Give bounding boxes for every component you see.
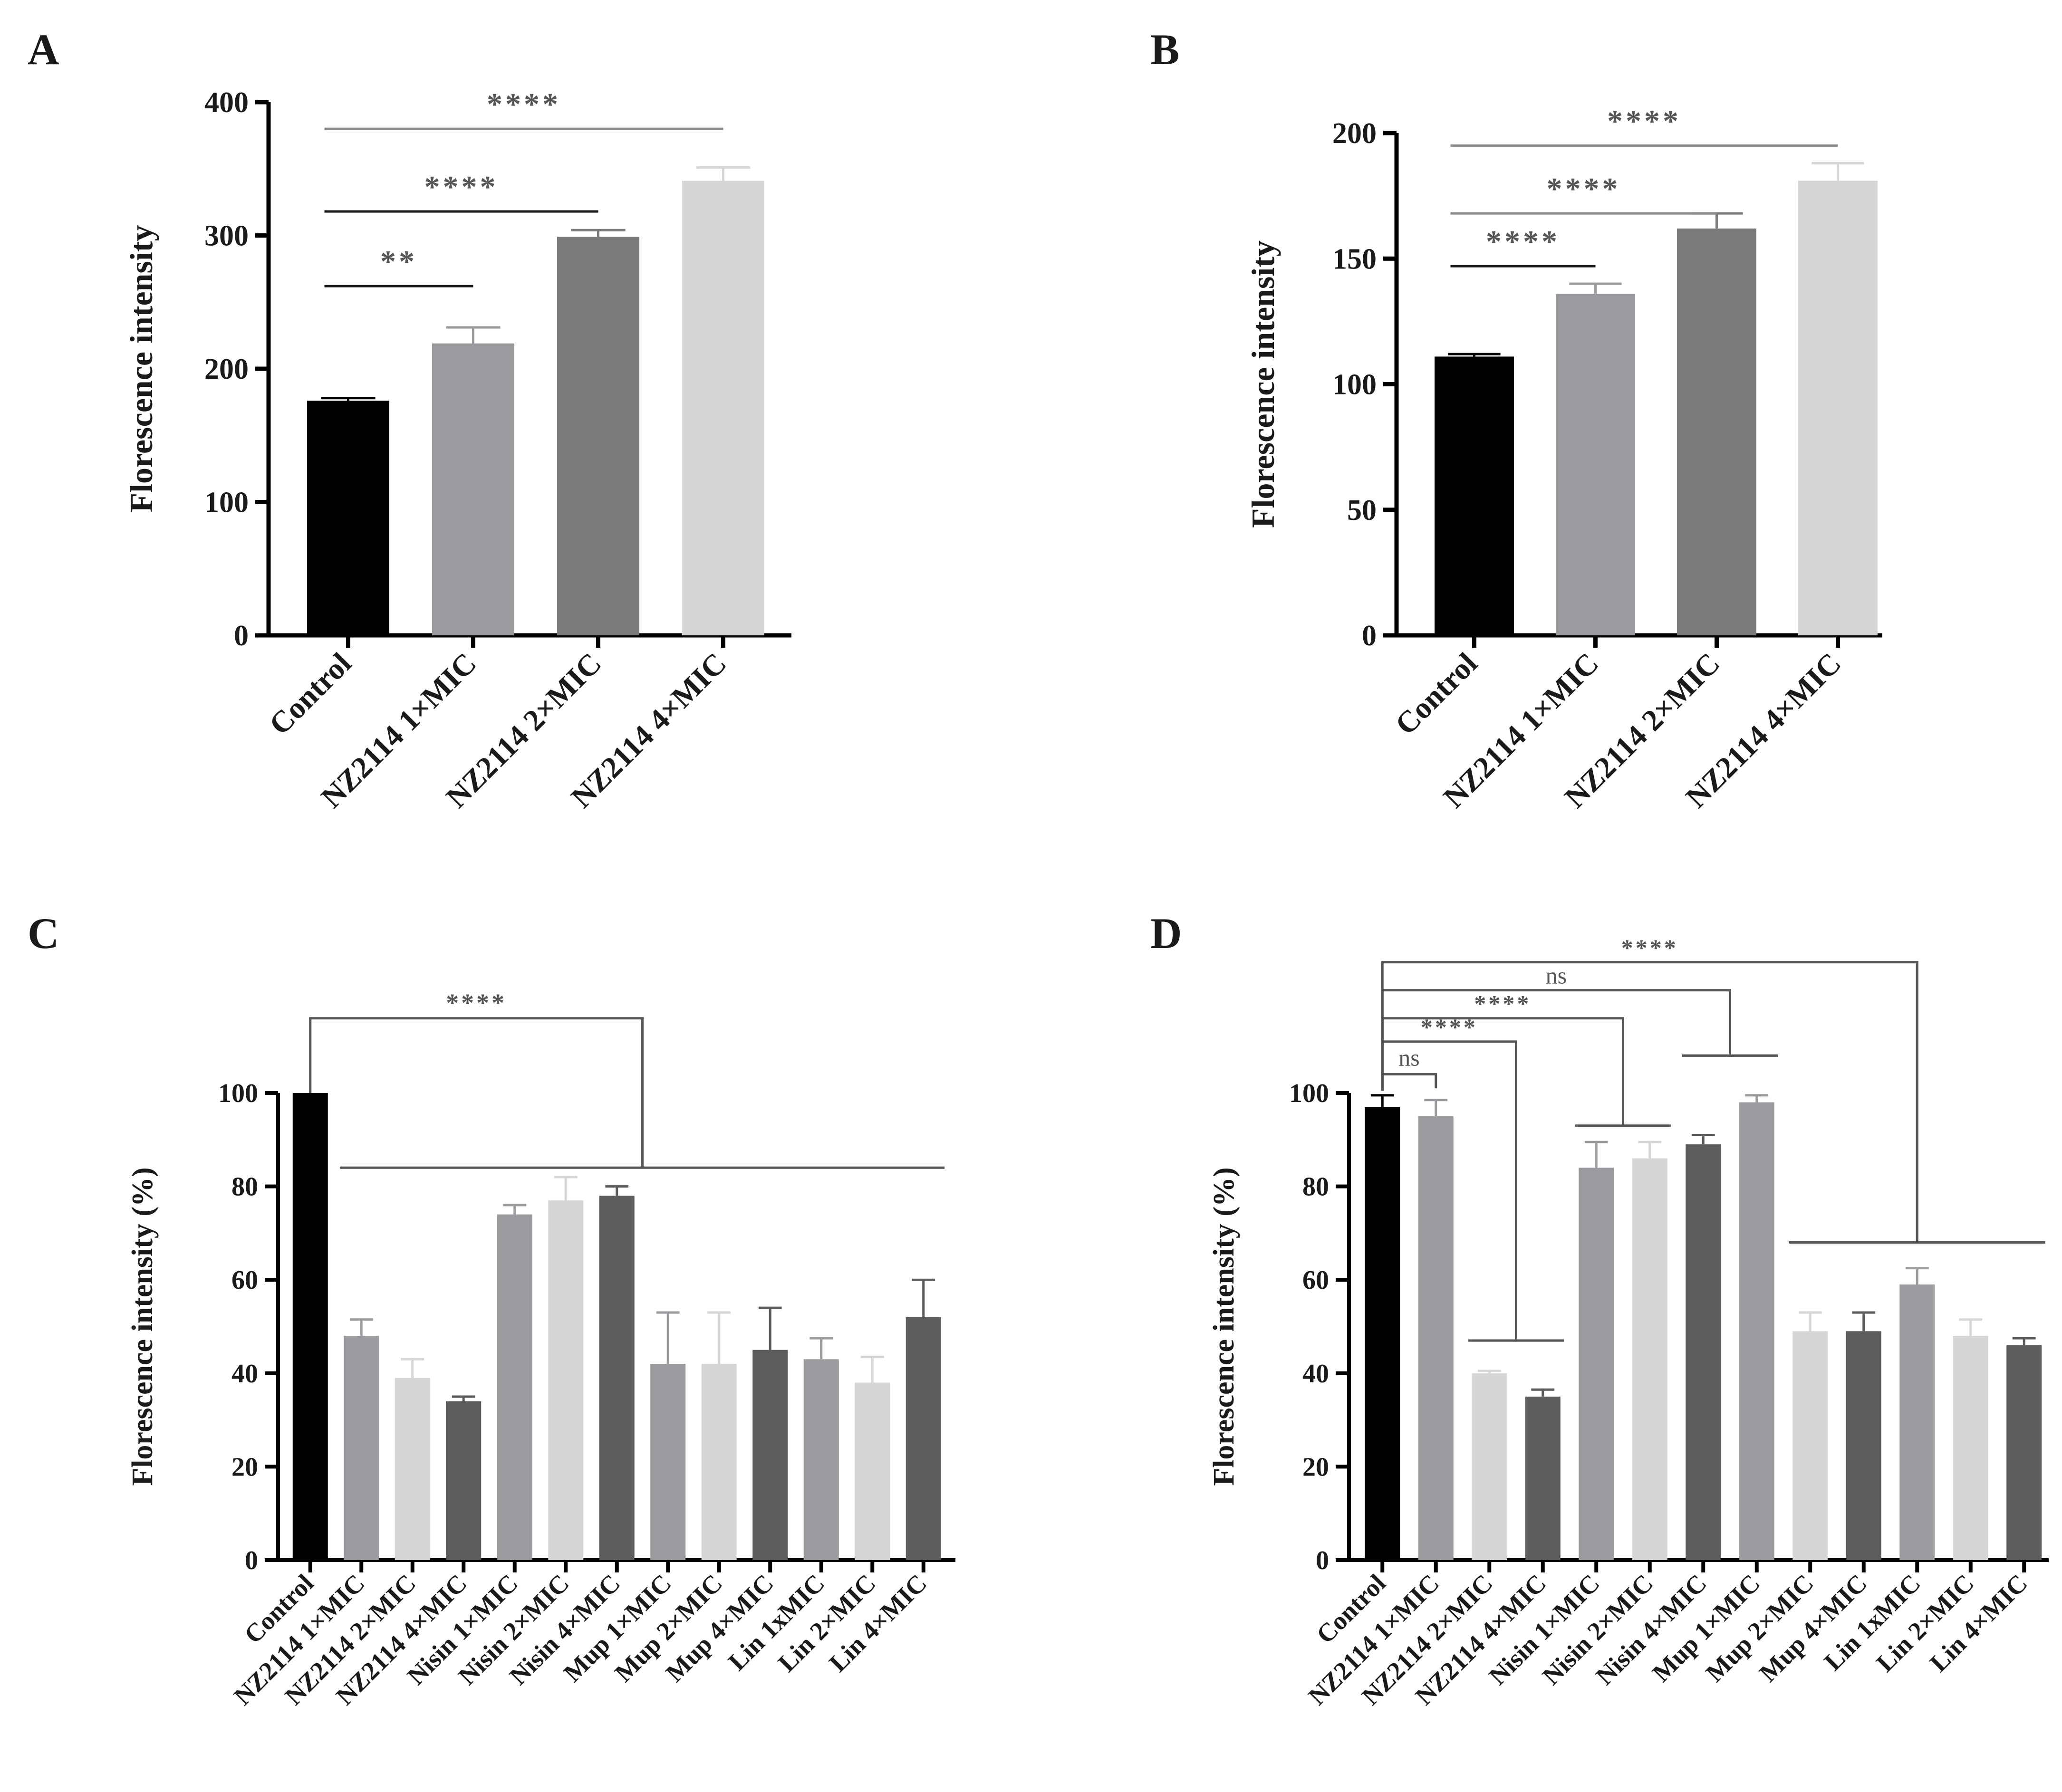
panel-c-significance-label: **** (446, 989, 507, 1017)
panel-d-bar (1739, 1102, 1774, 1560)
panel-c-y-tick-label: 40 (231, 1359, 258, 1389)
panel-c-bar (293, 1093, 328, 1560)
panel-c-y-axis-label: Florescence intensity (%) (126, 1167, 159, 1485)
panel-b-bar (1435, 356, 1514, 635)
panel-c-bar (752, 1350, 788, 1560)
panel-b-y-tick-label: 100 (1332, 369, 1377, 401)
panel-c-bar (599, 1196, 635, 1560)
panel-b-y-tick-label: 0 (1362, 620, 1377, 652)
panel-c-bar (344, 1336, 379, 1560)
panel-d-bar (1418, 1116, 1454, 1560)
panel-a-y-axis-label: Florescence intensity (123, 225, 159, 513)
panel-c-bar (906, 1317, 941, 1560)
panel-d-bar (1953, 1336, 1988, 1560)
panel-a-bar (682, 181, 764, 635)
panel-a-bar (432, 344, 514, 635)
panel-d-significance-label: **** (1474, 990, 1531, 1017)
panel-b-y-axis-label: Florescence intensity (1245, 240, 1281, 528)
panel-a-y-tick-label: 300 (204, 220, 249, 252)
panel-a-y-tick-label: 0 (234, 620, 249, 652)
panel-b-y-tick-label: 50 (1347, 494, 1377, 527)
panel-c-y-tick-label: 100 (218, 1079, 258, 1108)
panel-c-y-tick-label: 0 (245, 1546, 258, 1575)
panel-d-bar (1846, 1331, 1881, 1560)
panel-c-bar (650, 1364, 685, 1560)
panel-d-y-tick-label: 100 (1289, 1079, 1329, 1108)
panel-d-y-tick-label: 60 (1302, 1265, 1329, 1295)
panel-d-significance-label: **** (1621, 934, 1678, 961)
panel-d-bar (1686, 1144, 1721, 1560)
panel-a-y-tick-label: 100 (204, 487, 249, 519)
panel-d-bar (1525, 1397, 1561, 1560)
panel-c-letter: C (28, 909, 59, 958)
panel-c-bar (446, 1401, 481, 1560)
panel-d-letter: D (1150, 909, 1182, 958)
panel-d-significance-label: ns (1398, 1045, 1419, 1071)
panel-c-y-tick-label: 60 (231, 1265, 258, 1295)
panel-c-bar (497, 1215, 532, 1560)
panel-d-y-tick-label: 40 (1302, 1359, 1329, 1389)
panel-b-bar (1556, 294, 1635, 635)
panel-b-y-tick-label: 200 (1332, 117, 1377, 150)
panel-c-bar (855, 1382, 890, 1560)
panel-a-significance-label: **** (424, 170, 499, 204)
panel-a-bar (557, 237, 639, 635)
panel-a-y-tick-label: 200 (204, 353, 249, 385)
panel-d-significance-label: ns (1546, 962, 1567, 989)
panel-d-bar (1579, 1168, 1614, 1560)
panel-c-bar (804, 1359, 839, 1560)
panel-d-bar (1899, 1284, 1935, 1560)
figure: A B C D 0100200300400Florescence intensi… (0, 0, 2062, 1792)
panel-d-bar (2006, 1345, 2042, 1560)
panel-d-y-tick-label: 0 (1316, 1546, 1329, 1575)
panel-d-y-tick-label: 80 (1302, 1172, 1329, 1202)
panel-b-y-tick-label: 150 (1332, 243, 1377, 275)
panel-a-significance-label: **** (487, 87, 561, 122)
panel-a-letter: A (28, 25, 59, 74)
panel-c-bar (395, 1378, 430, 1560)
panel-b-significance-label: **** (1486, 224, 1560, 259)
panel-a-significance-label: ** (380, 244, 417, 279)
panel-d-bar (1365, 1107, 1400, 1560)
panel-b-significance-label: **** (1607, 104, 1681, 138)
panel-c-bar (702, 1364, 737, 1560)
panel-d-bar (1792, 1331, 1828, 1560)
panel-a-bar (307, 401, 389, 635)
panel-b-bar (1677, 229, 1756, 635)
panel-d-bar (1472, 1373, 1507, 1560)
panel-b-significance-label: **** (1547, 172, 1621, 206)
panel-b-letter: B (1150, 25, 1179, 74)
panel-c-y-tick-label: 80 (231, 1172, 258, 1202)
panel-a-y-tick-label: 400 (204, 86, 249, 119)
panel-d-bar (1632, 1159, 1667, 1560)
panel-c-bar (548, 1200, 583, 1560)
panel-c-y-tick-label: 20 (231, 1452, 258, 1482)
panel-d-y-tick-label: 20 (1302, 1452, 1329, 1482)
panel-d-y-axis-label: Florescence intensity (%) (1208, 1167, 1240, 1485)
panel-b-bar (1798, 181, 1878, 635)
